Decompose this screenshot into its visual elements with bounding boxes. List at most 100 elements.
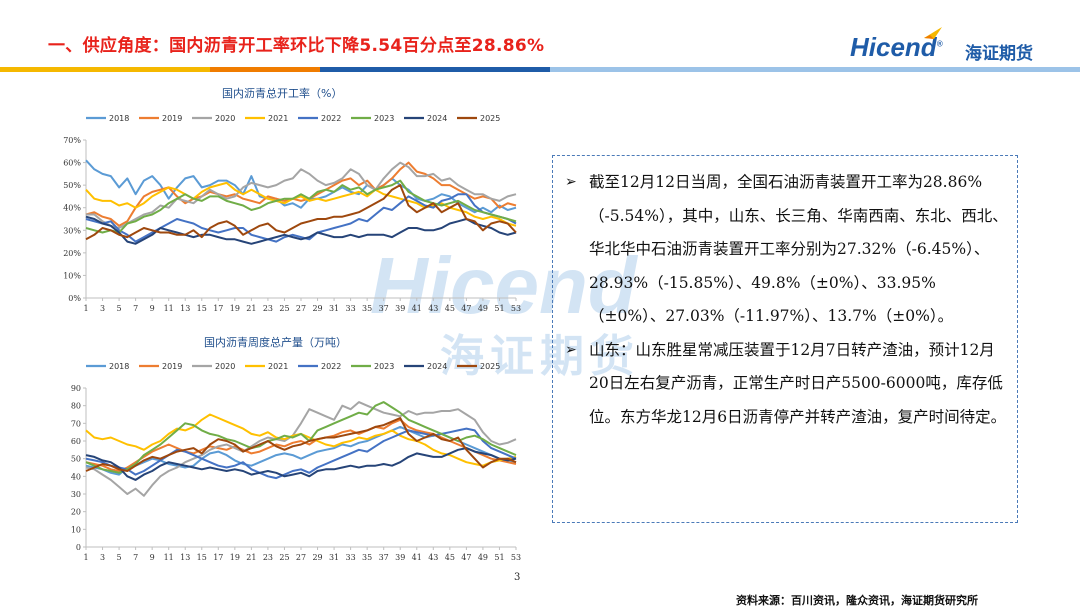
series-line-2024 <box>85 447 517 481</box>
legend-label-2019: 2019 <box>162 114 182 123</box>
x-tick-label: 11 <box>164 553 174 562</box>
y-tick-label: 80 <box>71 402 81 411</box>
x-tick-label: 9 <box>150 304 155 313</box>
y-tick-label: 70% <box>63 136 81 145</box>
y-tick-label: 40% <box>63 204 81 213</box>
legend-label-2023: 2023 <box>374 114 394 123</box>
y-tick-label: 0 <box>76 543 81 552</box>
y-tick-label: 60% <box>63 159 81 168</box>
chart-operating-rate: 2018 2019 2020 2021 2022 2023 2024 2025 0% 10% 20%… <box>63 114 521 313</box>
series-line-2025 <box>85 184 517 241</box>
series-line-2018 <box>85 159 517 214</box>
series-line-2019 <box>85 161 517 227</box>
legend-label-2022: 2022 <box>321 114 341 123</box>
x-tick-label: 11 <box>164 304 174 313</box>
y-tick-label: 10 <box>71 525 81 534</box>
x-tick-label: 47 <box>461 553 471 562</box>
x-tick-label: 17 <box>213 553 223 562</box>
x-tick-label: 43 <box>428 304 438 313</box>
x-tick-label: 45 <box>445 304 455 313</box>
series-line-2020 <box>85 401 517 497</box>
x-tick-label: 25 <box>279 553 289 562</box>
logo-chinese: 海证期货 <box>965 44 1033 64</box>
y-tick-label: 70 <box>71 419 81 428</box>
x-tick-label: 43 <box>428 553 438 562</box>
y-tick-label: 20 <box>71 508 81 517</box>
x-tick-label: 23 <box>263 553 273 562</box>
x-tick-label: 1 <box>83 553 88 562</box>
legend-label-2021: 2021 <box>268 362 288 371</box>
logo-flag-icon <box>924 27 942 39</box>
x-tick-label: 3 <box>100 304 105 313</box>
legend-label-2025: 2025 <box>480 362 500 371</box>
x-tick-label: 7 <box>133 553 138 562</box>
header-stripe-lightblue <box>550 67 1080 72</box>
y-tick-label: 10% <box>63 271 81 280</box>
legend-label-2023: 2023 <box>374 362 394 371</box>
x-tick-label: 39 <box>395 553 405 562</box>
x-tick-label: 7 <box>133 304 138 313</box>
chart-weekly-output: 2018 2019 2020 2021 2022 2023 2024 2025 0 10 20 30 4… <box>71 362 521 562</box>
summary-bullet-2: ➢ 山东：山东胜星常减压装置于12月7日转产渣油，预计12月20日左右复产沥青，… <box>561 334 1009 435</box>
series-line-2022 <box>85 427 517 480</box>
legend-label-2019: 2019 <box>162 362 182 371</box>
x-tick-label: 15 <box>197 553 207 562</box>
y-tick-label: 20% <box>63 249 81 258</box>
x-tick-label: 33 <box>346 553 356 562</box>
x-tick-label: 45 <box>445 553 455 562</box>
legend-label-2018: 2018 <box>109 362 129 371</box>
x-tick-label: 25 <box>279 304 289 313</box>
x-tick-label: 5 <box>117 553 122 562</box>
x-tick-label: 29 <box>312 553 322 562</box>
legend-label-2021: 2021 <box>268 114 288 123</box>
header-stripe-yellow <box>0 67 210 72</box>
x-tick-label: 17 <box>213 304 223 313</box>
data-source: 资料来源：百川资讯，隆众资讯，海证期货研究所 <box>736 594 978 607</box>
x-tick-label: 33 <box>346 304 356 313</box>
x-tick-label: 49 <box>478 304 488 313</box>
summary-bullet-1: ➢ 截至12月12日当周，全国石油沥青装置开工率为28.86%（-5.54%），… <box>561 166 1009 334</box>
x-tick-label: 3 <box>100 553 105 562</box>
legend-label-2020: 2020 <box>215 114 235 123</box>
x-tick-label: 47 <box>461 304 471 313</box>
summary-textbox: ➢ 截至12月12日当周，全国石油沥青装置开工率为28.86%（-5.54%），… <box>552 155 1018 523</box>
y-tick-label: 90 <box>71 384 81 393</box>
x-tick-label: 35 <box>362 553 372 562</box>
series-line-2019 <box>85 418 517 472</box>
legend-label-2020: 2020 <box>215 362 235 371</box>
x-tick-label: 29 <box>312 304 322 313</box>
x-tick-label: 21 <box>246 553 256 562</box>
series-line-2021 <box>85 181 517 227</box>
series-line-2024 <box>85 215 517 245</box>
company-logo: Hicend® 海证期货 <box>850 26 1060 66</box>
y-tick-label: 40 <box>71 472 81 481</box>
x-tick-label: 31 <box>329 304 339 313</box>
logo-wordmark: Hicend® <box>850 32 943 62</box>
y-tick-label: 30 <box>71 490 81 499</box>
page-number: 3 <box>514 572 521 583</box>
x-tick-label: 49 <box>478 553 488 562</box>
x-tick-label: 19 <box>230 553 240 562</box>
series-line-2023 <box>85 401 517 474</box>
legend-label-2025: 2025 <box>480 114 500 123</box>
x-tick-label: 53 <box>511 304 521 313</box>
header-stripe-blue <box>320 67 550 72</box>
x-tick-label: 5 <box>117 304 122 313</box>
legend-label-2024: 2024 <box>427 114 447 123</box>
y-tick-label: 50 <box>71 455 81 464</box>
page-title: 一、供应角度：国内沥青开工率环比下降5.54百分点至28.86% <box>48 36 545 56</box>
x-tick-label: 21 <box>246 304 256 313</box>
x-tick-label: 15 <box>197 304 207 313</box>
x-tick-label: 37 <box>379 304 389 313</box>
x-tick-label: 27 <box>296 553 306 562</box>
x-tick-label: 51 <box>494 304 504 313</box>
y-tick-label: 0% <box>68 294 81 303</box>
x-tick-label: 9 <box>150 553 155 562</box>
series-line-2020 <box>86 161 517 229</box>
header-stripe-orange <box>210 67 320 72</box>
series-line-2023 <box>85 179 517 234</box>
y-tick-label: 30% <box>63 226 81 235</box>
x-tick-label: 41 <box>412 304 422 313</box>
x-tick-label: 23 <box>263 304 273 313</box>
x-tick-label: 27 <box>296 304 306 313</box>
